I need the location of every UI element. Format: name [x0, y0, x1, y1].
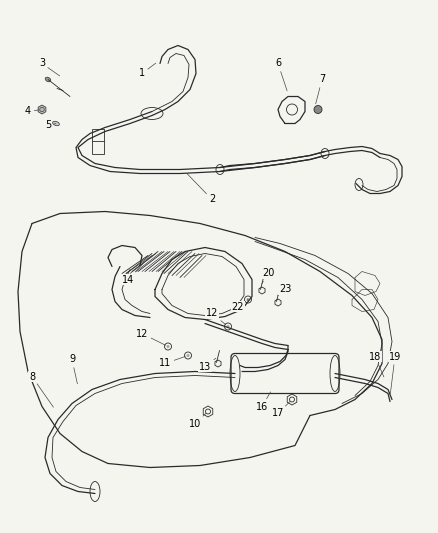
- Text: 3: 3: [39, 59, 60, 76]
- Circle shape: [226, 325, 230, 328]
- Text: 18: 18: [369, 351, 384, 377]
- Circle shape: [247, 298, 250, 301]
- Text: 1: 1: [139, 63, 156, 78]
- Text: 14: 14: [122, 263, 143, 285]
- Text: 19: 19: [389, 351, 401, 394]
- Circle shape: [187, 354, 190, 357]
- Text: 6: 6: [275, 59, 287, 91]
- Text: 17: 17: [272, 401, 290, 418]
- Text: 5: 5: [45, 120, 56, 131]
- Text: 4: 4: [25, 107, 39, 117]
- Circle shape: [314, 106, 322, 114]
- Text: 20: 20: [262, 269, 274, 284]
- Text: 7: 7: [316, 75, 325, 104]
- Text: 22: 22: [232, 300, 248, 311]
- Ellipse shape: [45, 77, 51, 82]
- Text: 12: 12: [206, 309, 226, 325]
- Text: 10: 10: [189, 414, 206, 429]
- Text: 12: 12: [136, 328, 166, 345]
- Text: 8: 8: [29, 372, 53, 407]
- Text: 9: 9: [69, 354, 78, 384]
- Text: 23: 23: [278, 285, 291, 295]
- Circle shape: [166, 345, 170, 348]
- Text: 13: 13: [199, 358, 216, 372]
- Text: 2: 2: [187, 174, 215, 205]
- Bar: [92, 128, 104, 154]
- Text: 16: 16: [256, 392, 271, 411]
- Ellipse shape: [53, 122, 60, 126]
- Text: 11: 11: [159, 357, 185, 368]
